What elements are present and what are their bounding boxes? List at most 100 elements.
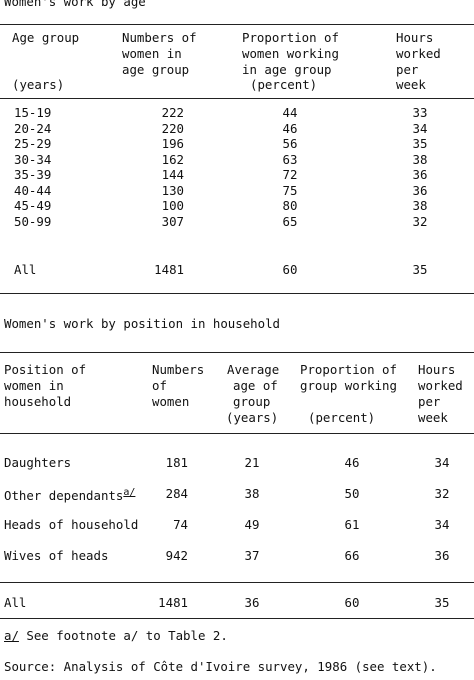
t1-cell-number: 196 — [161, 136, 184, 151]
t1-cell-hours: 32 — [412, 213, 428, 229]
t2-col-numbers-header-3: women — [152, 394, 190, 409]
t2-total-label: All — [4, 595, 27, 610]
t1-total-label: All — [14, 262, 37, 277]
t2-col-position-header-1: Position of — [4, 362, 87, 377]
t2-cell-position-text: Other dependants — [4, 488, 124, 504]
t2-col-hours-header-1: Hours — [418, 362, 456, 377]
t1-cell-proportion: 65 — [282, 213, 298, 229]
t2-cell-position: Heads of household — [4, 517, 139, 532]
table2-top-rule — [0, 352, 474, 353]
t2-cell-hours: 34 — [434, 517, 450, 532]
t1-cell-number: 130 — [161, 182, 184, 198]
t1-col-numbers-header-3: age group — [122, 62, 190, 77]
t2-col-hours-header-2: worked — [418, 378, 463, 393]
t1-total-hours: 35 — [412, 262, 428, 277]
t1-col-numbers-header-2: women in — [122, 46, 182, 61]
t2-total-number: 1481 — [158, 595, 188, 610]
t1-col-prop-header-4: (percent) — [250, 77, 318, 92]
t1-cell-number: 222 — [161, 105, 184, 120]
t2-col-position-header-3: household — [4, 394, 72, 409]
t2-cell-proportion: 50 — [344, 486, 360, 501]
t2-cell-position: Daughters — [4, 455, 72, 470]
t1-col-hours-header-1: Hours — [396, 30, 434, 45]
table2-total-rule — [0, 582, 474, 583]
t2-cell-avgage: 37 — [244, 548, 260, 563]
t1-cell-proportion: 72 — [282, 167, 298, 182]
table1-title: Women's work by age — [4, 0, 146, 9]
t2-col-numbers-header-1: Numbers — [152, 362, 205, 377]
t1-cell-hours: 34 — [412, 120, 428, 136]
t1-cell-hours: 38 — [412, 151, 428, 167]
table1-top-rule — [0, 24, 474, 25]
footnote-text: See footnote a/ to Table 2. — [18, 628, 228, 643]
t2-cell-number: 74 — [173, 517, 188, 532]
t1-cell-age: 45-49 — [14, 198, 52, 213]
t1-cell-proportion: 63 — [282, 151, 298, 167]
t2-cell-avgage: 49 — [244, 517, 260, 532]
t1-cell-age: 20-24 — [14, 120, 52, 136]
t1-cell-proportion: 44 — [282, 105, 298, 120]
table1-header-rule — [0, 98, 474, 99]
t2-col-position-header-2: women in — [4, 378, 64, 393]
t1-cell-hours: 36 — [412, 167, 428, 182]
t2-cell-proportion: 66 — [344, 548, 360, 563]
t2-col-proportion-header-3: (percent) — [308, 410, 376, 425]
t2-col-avgage-header-3: group — [233, 394, 271, 409]
t1-cell-proportion: 80 — [282, 198, 298, 213]
t2-cell-proportion: 46 — [344, 455, 360, 470]
t2-total-hours: 35 — [434, 595, 450, 610]
t1-cell-proportion: 56 — [282, 136, 298, 151]
t2-total-proportion: 60 — [344, 595, 360, 610]
t1-cell-number: 100 — [161, 198, 184, 213]
t1-cell-hours: 35 — [412, 136, 428, 151]
t1-cell-number: 162 — [161, 151, 184, 167]
t1-col-age-header: Age group — [12, 30, 80, 45]
t1-cell-age: 30-34 — [14, 151, 52, 167]
t1-col-prop-header-3: in age group — [242, 62, 332, 77]
t1-cell-age: 25-29 — [14, 136, 52, 151]
t1-col-age-unit: (years) — [12, 77, 65, 92]
t2-cell-number: 181 — [165, 455, 188, 470]
t2-cell-number: 942 — [165, 548, 188, 563]
t2-cell-avgage: 38 — [244, 486, 260, 501]
t2-cell-avgage: 21 — [244, 455, 260, 470]
t1-cell-number: 144 — [161, 167, 184, 182]
t1-cell-age: 40-44 — [14, 182, 52, 198]
t2-cell-number: 284 — [165, 486, 188, 501]
source-note: Source: Analysis of Côte d'Ivoire survey… — [4, 659, 437, 674]
t1-cell-number: 220 — [161, 120, 184, 136]
t1-cell-proportion: 75 — [282, 182, 298, 198]
t2-cell-hours: 32 — [434, 486, 450, 501]
t2-col-numbers-header-2: of — [152, 378, 167, 393]
t2-col-proportion-header-1: Proportion of — [300, 362, 397, 377]
t1-cell-age: 15-19 — [14, 105, 52, 120]
t2-col-avgage-header-2: age of — [233, 378, 278, 393]
t1-cell-hours: 38 — [412, 198, 428, 213]
t2-col-avgage-header-4: (years) — [226, 410, 279, 425]
table1-bottom-rule — [0, 293, 474, 294]
t2-cell-hours: 34 — [434, 455, 450, 470]
t1-col-prop-header-2: women working — [242, 46, 339, 61]
t2-cell-position: Wives of heads — [4, 548, 109, 563]
table2-bottom-rule — [0, 618, 474, 619]
t1-col-numbers-header-1: Numbers of — [122, 30, 197, 45]
t2-total-avgage: 36 — [244, 595, 260, 610]
t2-cell-proportion: 61 — [344, 517, 360, 532]
t1-cell-hours: 36 — [412, 182, 428, 198]
t1-total-number: 1481 — [154, 262, 184, 277]
t1-cell-age: 50-99 — [14, 213, 52, 229]
footnote: a/ See footnote a/ to Table 2. — [4, 628, 228, 644]
t1-total-proportion: 60 — [282, 262, 298, 277]
table2-header-rule — [0, 433, 474, 434]
footnote-marker: a/ — [4, 628, 19, 643]
footnote-ref: a/ — [123, 487, 136, 498]
t1-cell-hours: 33 — [412, 105, 428, 120]
t2-col-avgage-header-1: Average — [227, 362, 280, 377]
t1-cell-number: 307 — [161, 213, 184, 229]
t1-col-hours-header-2: worked — [396, 46, 441, 61]
table2-title: Women's work by position in household — [4, 316, 281, 331]
t2-col-hours-header-3: per — [418, 394, 441, 409]
t1-col-hours-header-4: week — [396, 77, 426, 92]
t1-col-hours-header-3: per — [396, 62, 419, 77]
t1-cell-age: 35-39 — [14, 167, 52, 182]
